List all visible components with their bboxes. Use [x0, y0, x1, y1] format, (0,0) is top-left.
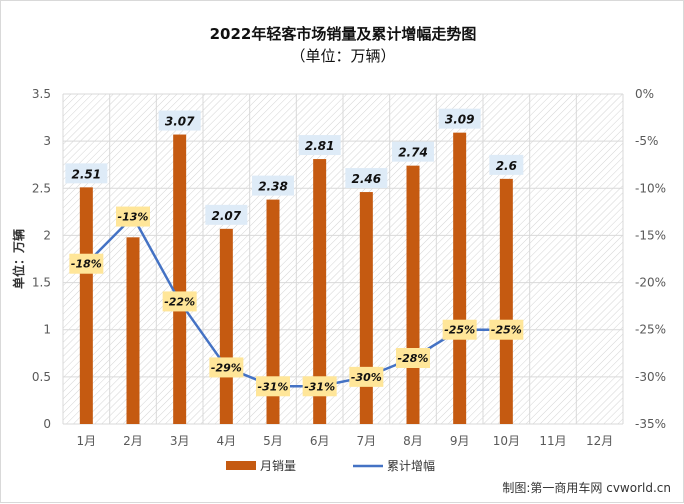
y2-tick-label: -30% [635, 370, 666, 384]
bar-label-box [345, 168, 388, 189]
y2-tick-label: 0% [635, 87, 654, 101]
y-tick-label: 0.5 [32, 370, 51, 384]
line-series [85, 215, 507, 388]
y-tick-label: 3.5 [32, 87, 51, 101]
y-tick-label: 0 [43, 417, 51, 431]
line-data-label: -18% [71, 258, 102, 271]
line-label-box [302, 376, 337, 397]
x-tick-label: 4月 [217, 434, 237, 448]
line-label-box [69, 253, 104, 274]
chart-title: 2022年轻客市场销量及累计增幅走势图 [209, 25, 477, 43]
source-note: 制图:第一商用车网 cvworld.cn [502, 481, 671, 495]
bar [359, 192, 373, 424]
bar-label-box [298, 135, 341, 156]
line-data-label: -30% [351, 371, 382, 384]
bar-data-label: 2.81 [305, 139, 335, 153]
x-tick-label: 8月 [403, 434, 423, 448]
line-data-label: -31% [258, 380, 289, 393]
line-data-label: -31% [304, 380, 335, 393]
line-data-label: -25% [491, 324, 522, 337]
bar-data-label: 3.09 [445, 113, 475, 127]
y2-tick-label: -5% [635, 134, 658, 148]
x-tick-label: 1月 [77, 434, 97, 448]
bar-data-label: 2.74 [398, 146, 428, 160]
bar [313, 159, 327, 425]
line-data-label: -13% [118, 211, 149, 224]
bar [499, 178, 513, 424]
line-label-box [209, 357, 244, 378]
line-data-label: -28% [398, 352, 429, 365]
bar-data-label: 2.6 [496, 159, 517, 173]
line-data-label: -22% [164, 295, 195, 308]
x-tick-label: 3月 [170, 434, 190, 448]
bar-label-box [158, 110, 201, 131]
bar [173, 134, 187, 425]
bar-data-label: 3.07 [165, 115, 195, 129]
x-tick-label: 2月 [123, 434, 143, 448]
y-tick-label: 2 [43, 228, 51, 242]
y-tick-label: 3 [43, 134, 51, 148]
y2-tick-label: -10% [635, 181, 666, 195]
bar [126, 237, 140, 424]
line-label-box [442, 319, 477, 340]
chart-subtitle: （单位：万辆） [290, 47, 396, 65]
y2-tick-label: -25% [635, 323, 666, 337]
bar-data-label: 2.46 [352, 172, 382, 186]
x-tick-label: 5月 [263, 434, 283, 448]
bar-data-label: 2.51 [72, 167, 102, 181]
line-label-box [349, 366, 384, 387]
bar-label-box [252, 175, 294, 196]
line-label-box [162, 291, 197, 312]
y-tick-label: 1.5 [32, 276, 51, 290]
line-label-box [396, 348, 430, 368]
x-tick-label: 10月 [493, 434, 520, 448]
legend-bar-label: 月销量 [260, 459, 296, 473]
bar-label-box [489, 154, 524, 175]
bar [406, 165, 420, 424]
y2-tick-label: -15% [635, 228, 666, 242]
legend-bar-swatch [226, 461, 256, 470]
bar-label-box [65, 163, 108, 184]
bar-label-box [392, 141, 434, 162]
x-tick-label: 6月 [310, 434, 330, 448]
bar [453, 132, 467, 424]
line-label-box [256, 376, 290, 397]
bar [79, 187, 93, 424]
x-tick-label: 12月 [586, 434, 613, 448]
y-tick-label: 2.5 [32, 181, 51, 195]
x-tick-label: 7月 [357, 434, 377, 448]
line-label-box [489, 319, 524, 340]
y2-tick-label: -20% [635, 276, 666, 290]
bar-data-label: 2.38 [258, 180, 288, 194]
line-data-label: -29% [211, 361, 242, 374]
line-data-label: -25% [444, 324, 475, 337]
x-tick-label: 11月 [539, 434, 566, 448]
y2-tick-label: -35% [635, 417, 666, 431]
bar [219, 228, 233, 424]
bar-label-box [438, 108, 481, 129]
y-tick-label: 1 [43, 323, 51, 337]
bar-label-box [205, 204, 248, 225]
line-label-box [116, 206, 150, 227]
bar [266, 199, 280, 424]
bar-data-label: 2.07 [212, 209, 242, 223]
y-axis-label: 单位：万辆 [11, 229, 26, 289]
x-tick-label: 9月 [450, 434, 470, 448]
legend-line-label: 累计增幅 [387, 458, 435, 473]
